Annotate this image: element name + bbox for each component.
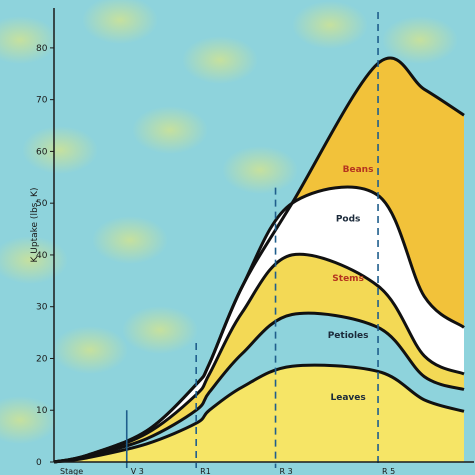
y-axis: 0 10 20 30 40 50 60 70 80 — [36, 8, 474, 468]
layer-label-petioles: Petioles — [328, 331, 369, 341]
background-blob — [0, 236, 68, 284]
y-tick-label: 50 — [36, 199, 48, 209]
stage-label: R1 — [200, 467, 211, 475]
outline-leaves — [53, 363, 465, 464]
y-tick-label: 70 — [36, 96, 48, 106]
stage-label: R 3 — [280, 467, 293, 475]
background-blob — [382, 16, 458, 64]
y-tick-label: 10 — [36, 406, 48, 416]
layer-label-stems: Stems — [332, 274, 364, 284]
stage-axis-label: Stage — [60, 467, 83, 475]
background-blob — [122, 306, 198, 354]
y-tick-label: 0 — [36, 458, 42, 468]
stacked-areas — [54, 57, 464, 463]
background-pattern — [0, 0, 458, 444]
layer-label-leaves: Leaves — [330, 393, 365, 403]
y-tick-label: 20 — [36, 354, 48, 364]
outline-beans — [53, 56, 465, 464]
y-axis-title: K Uptake (lbs. K) — [30, 188, 40, 263]
stage-markers: V 3 R1 R 3 R 5 Stage — [60, 12, 395, 475]
stage-label: V 3 — [131, 467, 144, 475]
area-leaves — [54, 365, 464, 462]
background-blob — [292, 1, 368, 49]
layer-label-pods: Pods — [336, 214, 361, 224]
background-blob — [0, 16, 58, 64]
y-tick-label: 30 — [36, 303, 48, 313]
background-blob — [222, 146, 298, 194]
stage-label: R 5 — [382, 467, 395, 475]
layer-label-beans: Beans — [343, 165, 374, 175]
background-blob — [0, 396, 58, 444]
layer-labels: Beans Pods Stems Petioles Leaves — [328, 165, 374, 403]
outline-petioles — [53, 311, 465, 464]
background-blob — [92, 216, 168, 264]
background-blob — [22, 126, 98, 174]
background-blob — [82, 0, 158, 44]
y-tick-label: 60 — [36, 147, 48, 157]
y-tick-label: 80 — [36, 44, 48, 54]
background-blob — [132, 106, 208, 154]
background-blob — [182, 36, 258, 84]
background-blob — [52, 326, 128, 374]
y-tick-label: 40 — [36, 251, 48, 261]
